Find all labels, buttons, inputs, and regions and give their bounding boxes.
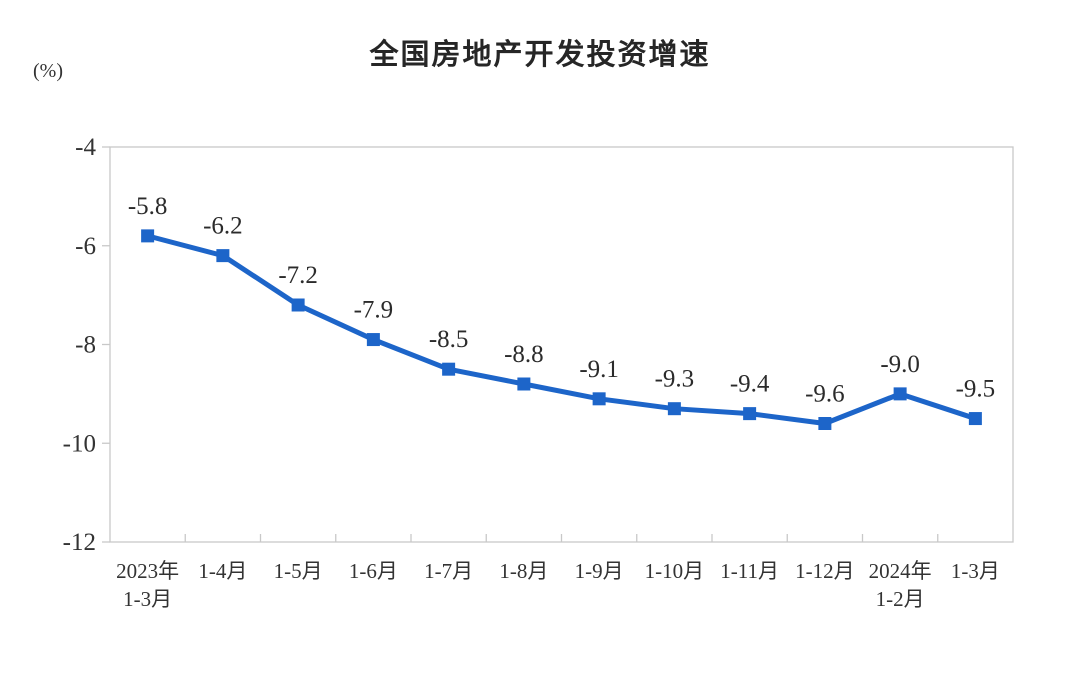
y-axis-unit-label: (%) bbox=[33, 60, 63, 82]
data-point-label: -9.3 bbox=[655, 366, 695, 393]
data-point-marker bbox=[291, 298, 305, 312]
y-axis-tick-label: -6 bbox=[75, 233, 96, 260]
y-axis-tick-label: -4 bbox=[75, 134, 96, 161]
data-point-marker bbox=[743, 407, 757, 421]
data-point-label: -8.8 bbox=[504, 341, 544, 368]
x-axis-label: 1-5月 bbox=[274, 559, 323, 583]
x-axis-label: 2023年 1-3月 bbox=[116, 559, 179, 611]
data-point-label: -9.0 bbox=[880, 351, 920, 378]
data-point-marker bbox=[141, 229, 155, 243]
plot-area-border bbox=[109, 146, 1014, 543]
x-axis-label: 1-3月 bbox=[951, 559, 1000, 583]
data-point-label: -9.6 bbox=[805, 381, 845, 408]
data-point-label: -9.1 bbox=[579, 356, 619, 383]
data-point-marker bbox=[968, 412, 982, 426]
x-axis-label: 1-10月 bbox=[645, 559, 705, 583]
data-point-label: -8.5 bbox=[429, 326, 469, 353]
data-point-label: -9.5 bbox=[956, 376, 996, 403]
x-axis-label: 1-8月 bbox=[499, 559, 548, 583]
data-point-marker bbox=[517, 377, 531, 391]
data-point-marker bbox=[667, 402, 681, 416]
data-point-label: -7.2 bbox=[278, 262, 318, 289]
data-point-label: -6.2 bbox=[203, 213, 243, 240]
x-axis-label: 1-11月 bbox=[720, 559, 779, 583]
data-point-marker bbox=[442, 362, 456, 376]
x-axis-label: 2024年 1-2月 bbox=[869, 559, 932, 611]
y-axis-tick-label: -12 bbox=[63, 529, 96, 556]
data-point-marker bbox=[216, 249, 230, 263]
series-line bbox=[145, 233, 978, 426]
data-point-label: -7.9 bbox=[354, 297, 394, 324]
data-point-marker bbox=[818, 417, 832, 430]
x-axis-label: 1-4月 bbox=[198, 559, 247, 583]
data-point-label: -5.8 bbox=[128, 193, 168, 220]
chart-title: 全国房地产开发投资增速 bbox=[369, 39, 711, 71]
data-point-marker bbox=[592, 392, 606, 406]
y-axis-tick-label: -8 bbox=[75, 332, 96, 359]
y-axis-tick-label: -10 bbox=[63, 430, 96, 457]
x-axis-label: 1-7月 bbox=[424, 559, 473, 583]
x-axis-label: 1-6月 bbox=[349, 559, 398, 583]
data-point-marker bbox=[366, 333, 380, 347]
data-point-marker bbox=[893, 387, 907, 401]
data-point-label: -9.4 bbox=[730, 371, 770, 398]
x-axis-label: 1-12月 bbox=[795, 559, 855, 583]
x-axis-label: 1-9月 bbox=[575, 559, 624, 583]
